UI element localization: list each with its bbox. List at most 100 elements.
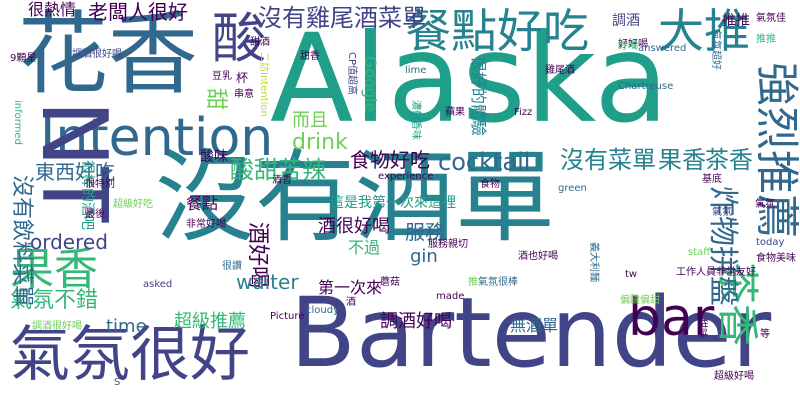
word-gongzuorenyuan: 工作人員非常友好 xyxy=(676,267,756,278)
word-fuwu: 服務 xyxy=(405,220,445,244)
word-canhdian: 餐點 xyxy=(186,194,219,213)
word-shuomei: 豆乳 xyxy=(212,71,232,82)
word-gaoxiang: 甜香 xyxy=(300,51,320,62)
word-tian: 甜 xyxy=(203,88,228,111)
word-jidi: 基底 xyxy=(702,174,722,185)
word-tiaojiuhenhaohe: 調酒很好喝 xyxy=(72,49,122,60)
word-pingguo: 蘋果 xyxy=(445,107,465,118)
word-qifenchaohao: 氣氛超好 xyxy=(710,30,721,70)
word-henpiao: 很讚 xyxy=(222,261,242,272)
word-cpzhigao: CP值超高 xyxy=(346,52,357,96)
word-9kuaixing: 9顆星 xyxy=(10,53,37,64)
word-shiwumeiwei: 食物美味 xyxy=(756,253,796,264)
word-henrerqing: 很熱情 xyxy=(28,0,77,19)
word-zuihou: 最後 xyxy=(85,209,105,220)
word-guoxiang2: 果香 xyxy=(658,146,706,174)
word-green: green xyxy=(558,183,587,194)
word-pianqiangpianbu: 偏酸偏甜 xyxy=(620,295,660,306)
word-qifen: 氣氛 xyxy=(712,207,732,218)
word-zheshiwodiyici: 這是我第一次來這裡 xyxy=(330,195,456,211)
word-diyiciilai: 第一次來 xyxy=(318,278,383,297)
word-qianglietuijian: 強烈推薦 xyxy=(751,62,800,238)
word-huaxiang: 花香 xyxy=(18,2,198,107)
word-suan: 酸 xyxy=(212,7,266,70)
word-meiyoujiweijiucaidan: 沒有雞尾酒菜單 xyxy=(258,4,426,32)
word-meiyouyinliaocaidan: 沒有飲料菜單 xyxy=(9,175,34,308)
word-suantiankula: 酸甜苦辣 xyxy=(230,156,326,184)
word-qifenbucuo: 氣氛不錯 xyxy=(10,288,99,313)
word-jiaxin: 酒香 xyxy=(272,175,292,186)
word-informed: informed xyxy=(12,100,23,145)
word-tiaojiu: 調酒 xyxy=(612,13,640,29)
word-chuanyuan: 串意 xyxy=(234,89,254,100)
word-qifen2: 氣氛 xyxy=(755,199,775,210)
word-bei: 杯 xyxy=(236,71,249,85)
word-answered: answered xyxy=(638,43,687,54)
word-jiuyehaohe: 酒也好喝 xyxy=(518,251,558,262)
word-staff: staff xyxy=(688,247,711,258)
word-intention: Intention xyxy=(40,108,274,168)
word-jiweijiu: 雞尾酒 xyxy=(545,65,575,76)
word-dongxihaochi: 東西好吃 xyxy=(35,160,115,184)
word-qifenhenhao: 氣氛很好 xyxy=(10,320,250,390)
word-tuijian: 推推 xyxy=(722,13,750,29)
word-shiwuhaochi: 食物好吃 xyxy=(350,148,430,172)
word-tw: tw xyxy=(625,269,638,280)
word-ordered: ordered xyxy=(30,230,108,254)
word-mogu: 蘑菇 xyxy=(380,277,400,288)
word-feichanghaohe: 非常好喝 xyxy=(186,219,226,230)
word-jiu: 酒 xyxy=(346,297,356,308)
word-google: Google xyxy=(361,56,380,113)
word-tiaojiuhaohe: 調酒好喝 xyxy=(380,311,452,332)
word-s: S xyxy=(114,377,121,388)
word-made: made xyxy=(436,291,465,302)
word-tiaojiuhenhaohe2: 調酒很好喝 xyxy=(32,321,82,332)
word-bartender: Bartender xyxy=(290,277,772,389)
word-gaowei: 濃郁香味 xyxy=(410,100,421,140)
word-meiyoucaidan: 沒有菜單 xyxy=(560,146,656,174)
word-erqie: 而且 xyxy=(292,110,328,131)
word-jiuhenhaohe: 酒很好喝 xyxy=(318,216,390,237)
word-guoxiang: 果香 xyxy=(10,244,98,295)
word-chaxiang2: 茶香 xyxy=(705,146,753,174)
word-zhawupinpan: 炸物拼盤 xyxy=(705,186,740,306)
word-tuijian2: 推推 xyxy=(756,34,776,45)
word-picture: Picture xyxy=(270,311,305,322)
word-waiter: waiter xyxy=(236,270,299,294)
word-erdu: 二訪Intention xyxy=(258,52,269,117)
word-shiwu: 食物 xyxy=(480,179,500,190)
word-gin: gin xyxy=(410,246,438,267)
word-yidali: 義大利麵 xyxy=(588,242,599,282)
word-laobanrenhenhao: 老闆人很好 xyxy=(88,0,188,24)
word-tui: 推 xyxy=(468,277,478,288)
word-henhaodetiyan: 很好的體驗 xyxy=(469,56,488,137)
word-cocktail: cocktail xyxy=(438,148,531,176)
word-lime: lime xyxy=(405,65,427,76)
word-deng: 等 xyxy=(760,329,770,340)
word-today: today xyxy=(756,237,785,248)
word-haobuhao: 好好喝 xyxy=(618,39,648,50)
word-bar: bar xyxy=(628,288,715,348)
word-canhaohaochi: 餐點好吃 xyxy=(405,4,589,58)
word-meiyoujiudan: 沒有酒單 xyxy=(155,139,555,256)
word-hentebie: 很特別 xyxy=(85,179,115,190)
word-tianwei: 甜味 xyxy=(696,318,707,338)
word-qifenhenbang: 氣氛很棒 xyxy=(478,277,518,288)
word-chartreuse: Chartreuse xyxy=(618,81,674,92)
word-fuwuqinqie: 服務親切 xyxy=(428,239,468,250)
word-time: time xyxy=(106,316,147,337)
word-drink: drink xyxy=(292,130,348,155)
word-haohe: 好喝 xyxy=(618,41,638,52)
word-chaojihaohe: 超級好喝 xyxy=(714,371,754,382)
word-tianzhi: 甜酒 xyxy=(250,37,270,48)
word-budguo: 不過 xyxy=(348,238,381,257)
word-asked: asked xyxy=(143,279,173,290)
word-experience: experience xyxy=(378,171,434,182)
word-chaojihaochi: 超級好吃 xyxy=(113,199,153,210)
word-suanwei: 酸味 xyxy=(200,149,228,165)
word-datui: 大推 xyxy=(658,4,750,58)
word-cloudy: cloudy xyxy=(306,305,339,316)
word-qifenjia: 氣氛佳 xyxy=(756,13,786,24)
word-fizz: Fizz xyxy=(514,107,533,118)
